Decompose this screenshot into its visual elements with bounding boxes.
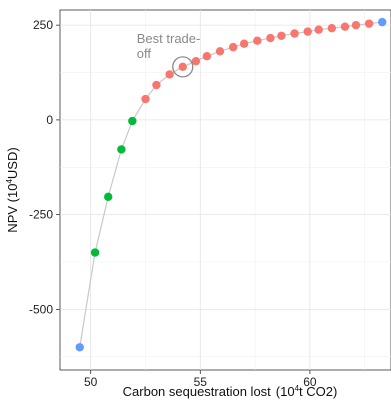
data-point-red bbox=[303, 27, 312, 36]
x-tick-label: 55 bbox=[194, 375, 208, 389]
plot-panel bbox=[59, 9, 391, 371]
data-point-red bbox=[253, 36, 262, 45]
data-point-red bbox=[191, 56, 201, 66]
y-tick-label: 250 bbox=[33, 18, 53, 32]
data-point-red bbox=[141, 94, 150, 104]
data-point-red bbox=[165, 70, 174, 79]
data-point-green bbox=[90, 248, 100, 257]
data-point-green bbox=[117, 145, 126, 154]
axis-ticks: 50 55 60 -500 -250 0 250 bbox=[29, 18, 317, 389]
y-tick-label: -250 bbox=[29, 208, 53, 222]
data-point-red bbox=[351, 20, 361, 30]
data-point-red bbox=[314, 25, 323, 34]
annotation-text-line2: off bbox=[137, 46, 152, 61]
y-axis-title: NPV (104USD) bbox=[5, 147, 20, 232]
y-tick-label: 0 bbox=[46, 113, 53, 127]
annotation-text-line1: Best trade- bbox=[137, 31, 201, 46]
data-point-red bbox=[290, 29, 299, 38]
data-point-blue bbox=[75, 343, 84, 352]
y-axis-title-pre: NPV (10 bbox=[5, 184, 20, 233]
data-point-blue bbox=[378, 17, 387, 27]
x-axis-title-unit-sup: 4 bbox=[295, 384, 300, 393]
data-point-red bbox=[202, 52, 212, 61]
best-tradeoff-annotation: Best trade- off bbox=[137, 31, 201, 78]
data-point-green bbox=[104, 192, 113, 202]
data-point-red bbox=[239, 39, 249, 48]
y-tick-label: -500 bbox=[29, 302, 53, 316]
data-point-red bbox=[364, 19, 374, 28]
x-axis-title: Carbon sequestration lost (104t CO2) bbox=[123, 384, 338, 399]
x-tick-label: 60 bbox=[303, 375, 317, 389]
y-axis-title-sup: 4 bbox=[5, 179, 14, 184]
x-axis-title-unit-post: t CO2) bbox=[299, 384, 337, 399]
y-axis-title-post: USD) bbox=[5, 147, 20, 179]
data-point-red bbox=[228, 42, 238, 52]
data-point-red bbox=[178, 62, 187, 72]
x-axis-title-unit-pre: (10 bbox=[276, 384, 295, 399]
x-tick-label: 50 bbox=[84, 375, 98, 389]
data-points bbox=[75, 17, 387, 352]
data-point-green bbox=[128, 116, 137, 126]
data-point-red bbox=[277, 31, 286, 40]
data-point-red bbox=[215, 47, 225, 56]
data-point-red bbox=[327, 23, 337, 33]
data-point-red bbox=[152, 80, 161, 90]
grid-lines bbox=[60, 10, 391, 370]
data-point-red bbox=[340, 22, 350, 31]
data-point-red bbox=[266, 33, 275, 43]
x-axis-title-main: Carbon sequestration lost bbox=[123, 384, 272, 399]
best-tradeoff-ring bbox=[172, 56, 194, 78]
